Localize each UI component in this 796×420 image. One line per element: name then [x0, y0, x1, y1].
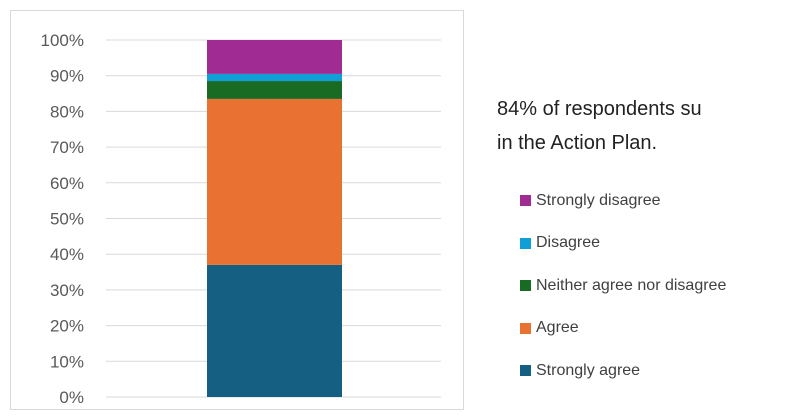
legend: Strongly disagree Disagree Neither agree n…: [520, 190, 726, 403]
y-tick-label: 40%: [50, 245, 84, 264]
bar-segment-strongly-disagree: [207, 40, 342, 74]
legend-label: Disagree: [536, 234, 601, 251]
summary-note: 84% of respondents su in the Action Plan…: [497, 92, 796, 160]
y-tick-label: 20%: [50, 317, 84, 336]
legend-item-disagree: Disagree: [520, 233, 726, 254]
summary-line-1: 84% of respondents su: [497, 98, 702, 120]
y-tick-label: 70%: [50, 138, 84, 157]
legend-swatch: [520, 322, 531, 334]
y-axis-ticks: 0% 10% 20% 30% 40% 50% 60% 70% 80% 90% 100%: [41, 31, 84, 407]
legend-item-strongly-disagree: Strongly disagree: [520, 190, 726, 211]
y-tick-label: 10%: [50, 352, 84, 371]
y-tick-label: 80%: [50, 102, 84, 121]
legend-item-agree: Agree: [520, 318, 726, 339]
y-tick-label: 30%: [50, 281, 84, 300]
chart-area: 0% 10% 20% 30% 40% 50% 60% 70% 80% 90% 100%: [10, 10, 464, 410]
bar-segment-strongly-agree: [207, 264, 342, 397]
y-tick-label: 50%: [50, 210, 84, 229]
bar-segment-agree: [207, 98, 342, 265]
legend-swatch: [520, 195, 531, 206]
legend-swatch: [520, 280, 531, 291]
legend-label: Agree: [536, 319, 579, 336]
bar-segment-neither-agree-nor-disagree: [207, 81, 342, 99]
legend-label: Strongly agree: [536, 361, 641, 379]
legend-swatch: [520, 237, 531, 249]
y-tick-label: 90%: [50, 67, 84, 86]
stacked-bar-chart: 0% 10% 20% 30% 40% 50% 60% 70% 80% 90% 100%: [41, 31, 441, 407]
y-tick-label: 100%: [41, 31, 84, 50]
legend-label: Neither agree nor disagree: [536, 276, 727, 294]
legend-label: Strongly disagree: [536, 191, 661, 209]
y-tick-label: 60%: [50, 174, 84, 193]
bar-segments: [207, 40, 342, 397]
legend-item-strongly-agree: Strongly agree: [520, 360, 726, 381]
summary-line-2: in the Action Plan.: [497, 132, 658, 154]
y-tick-label: 0%: [59, 388, 84, 407]
legend-swatch: [520, 365, 531, 376]
legend-item-neither-agree-nor-disagree: Neither agree nor disagree: [520, 275, 726, 296]
bar-segment-disagree: [207, 73, 342, 82]
